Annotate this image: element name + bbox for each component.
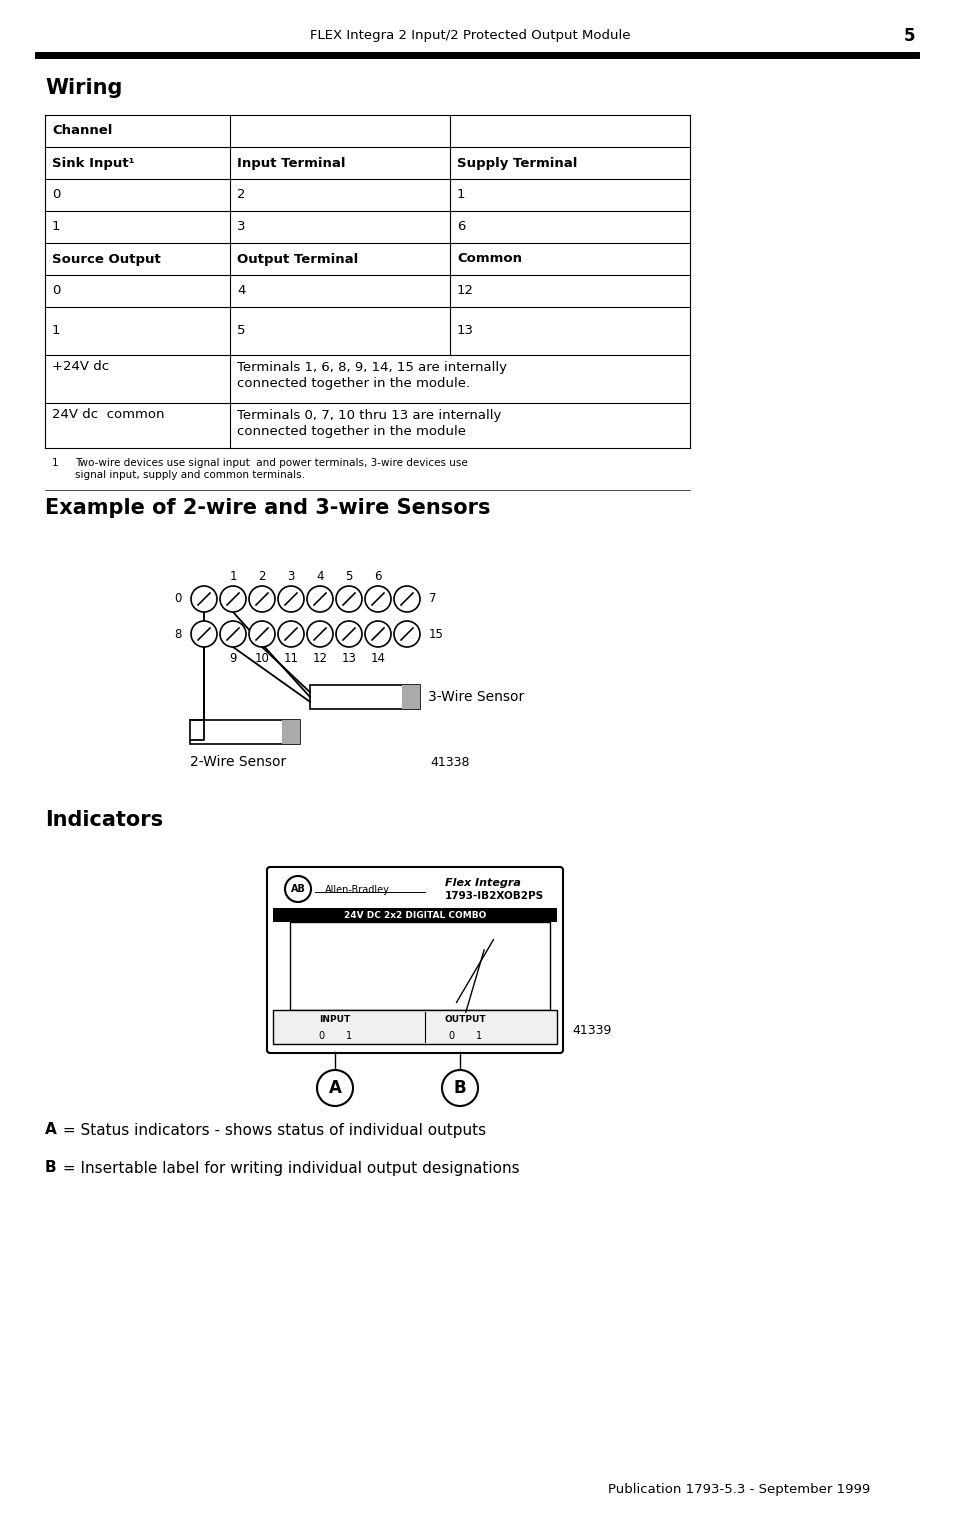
Text: 24V dc  common: 24V dc common — [52, 409, 164, 421]
Bar — [290, 922, 550, 1009]
Text: 24V DC 2x2 DIGITAL COMBO: 24V DC 2x2 DIGITAL COMBO — [343, 910, 486, 919]
Text: Sink Input¹: Sink Input¹ — [52, 156, 134, 169]
Text: 14: 14 — [370, 652, 385, 664]
Text: 2: 2 — [236, 188, 245, 202]
Text: 15: 15 — [429, 628, 443, 640]
Text: 13: 13 — [341, 652, 356, 664]
Text: 1: 1 — [52, 325, 60, 337]
Circle shape — [394, 586, 419, 612]
Text: = Insertable label for writing individual output designations: = Insertable label for writing individua… — [58, 1161, 519, 1176]
Circle shape — [249, 586, 274, 612]
Text: OUTPUT: OUTPUT — [444, 1015, 485, 1025]
Text: 1: 1 — [456, 188, 465, 202]
Text: Terminals 1, 6, 8, 9, 14, 15 are internally: Terminals 1, 6, 8, 9, 14, 15 are interna… — [236, 360, 506, 374]
Text: 6: 6 — [374, 571, 381, 583]
Text: Channel: Channel — [52, 125, 112, 137]
Circle shape — [249, 621, 274, 647]
Text: Common: Common — [456, 252, 521, 266]
Circle shape — [307, 586, 333, 612]
Circle shape — [365, 586, 391, 612]
Text: Source Output: Source Output — [52, 252, 161, 266]
Circle shape — [277, 621, 304, 647]
Text: 1: 1 — [229, 571, 236, 583]
Text: INPUT: INPUT — [319, 1015, 351, 1025]
Text: Wiring: Wiring — [45, 78, 122, 98]
Text: connected together in the module: connected together in the module — [236, 425, 465, 438]
Text: 1: 1 — [52, 458, 58, 467]
Text: Indicators: Indicators — [45, 809, 163, 831]
Circle shape — [277, 586, 304, 612]
Text: 7: 7 — [429, 592, 436, 606]
Text: 10: 10 — [254, 652, 269, 664]
Bar — [190, 721, 299, 744]
Text: +24V dc: +24V dc — [52, 360, 109, 374]
Text: 0: 0 — [174, 592, 182, 606]
Text: 11: 11 — [283, 652, 298, 664]
Circle shape — [285, 876, 311, 902]
Circle shape — [307, 621, 333, 647]
Text: 4: 4 — [236, 284, 245, 298]
Text: 6: 6 — [456, 220, 465, 234]
Text: Flex Integra: Flex Integra — [444, 878, 520, 889]
Text: 12: 12 — [456, 284, 474, 298]
Text: A: A — [45, 1122, 56, 1138]
Circle shape — [220, 586, 246, 612]
Text: 0: 0 — [448, 1031, 454, 1041]
Text: 3: 3 — [287, 571, 294, 583]
Text: Input Terminal: Input Terminal — [236, 156, 345, 169]
Text: 5: 5 — [236, 325, 245, 337]
Text: 3: 3 — [236, 220, 245, 234]
Text: Allen-Bradley: Allen-Bradley — [325, 886, 390, 895]
Text: Supply Terminal: Supply Terminal — [456, 156, 577, 169]
Text: 1: 1 — [476, 1031, 481, 1041]
Text: connected together in the module.: connected together in the module. — [236, 377, 470, 389]
Text: 5: 5 — [345, 571, 353, 583]
Text: 3-Wire Sensor: 3-Wire Sensor — [428, 690, 524, 704]
Text: 1: 1 — [346, 1031, 352, 1041]
Circle shape — [191, 586, 216, 612]
Bar — [282, 721, 299, 744]
Circle shape — [394, 621, 419, 647]
Circle shape — [365, 621, 391, 647]
Bar — [273, 1009, 557, 1044]
Text: 12: 12 — [313, 652, 327, 664]
Text: Example of 2-wire and 3-wire Sensors: Example of 2-wire and 3-wire Sensors — [45, 498, 490, 518]
Bar — [401, 686, 419, 709]
Circle shape — [335, 621, 361, 647]
Circle shape — [220, 621, 246, 647]
Circle shape — [441, 1070, 477, 1106]
Text: FLEX Integra 2 Input/2 Protected Output Module: FLEX Integra 2 Input/2 Protected Output … — [310, 29, 630, 43]
FancyBboxPatch shape — [267, 867, 562, 1054]
Text: 2-Wire Sensor: 2-Wire Sensor — [190, 754, 286, 770]
Text: 4: 4 — [315, 571, 323, 583]
Text: Publication 1793-5.3 - September 1999: Publication 1793-5.3 - September 1999 — [607, 1484, 869, 1496]
Circle shape — [335, 586, 361, 612]
Text: B: B — [454, 1080, 466, 1096]
Text: B: B — [45, 1161, 56, 1176]
Text: Terminals 0, 7, 10 thru 13 are internally: Terminals 0, 7, 10 thru 13 are internall… — [236, 409, 501, 421]
Text: Two-wire devices use signal input  and power terminals, 3-wire devices use
signa: Two-wire devices use signal input and po… — [75, 458, 467, 479]
Text: 13: 13 — [456, 325, 474, 337]
Circle shape — [191, 621, 216, 647]
Text: 1: 1 — [52, 220, 60, 234]
Text: 5: 5 — [903, 27, 915, 44]
Bar — [273, 909, 557, 922]
Text: AB: AB — [291, 884, 305, 893]
Text: 2: 2 — [258, 571, 266, 583]
Circle shape — [316, 1070, 353, 1106]
Text: A: A — [328, 1080, 341, 1096]
Text: 41339: 41339 — [572, 1023, 611, 1037]
Text: 1793-IB2XOB2PS: 1793-IB2XOB2PS — [444, 890, 543, 901]
Bar — [310, 686, 419, 709]
Text: = Status indicators - shows status of individual outputs: = Status indicators - shows status of in… — [58, 1122, 486, 1138]
Text: 41338: 41338 — [430, 756, 469, 768]
Text: 8: 8 — [174, 628, 182, 640]
Text: 9: 9 — [229, 652, 236, 664]
Text: Output Terminal: Output Terminal — [236, 252, 358, 266]
Text: 0: 0 — [317, 1031, 324, 1041]
Text: 0: 0 — [52, 284, 60, 298]
Text: 0: 0 — [52, 188, 60, 202]
